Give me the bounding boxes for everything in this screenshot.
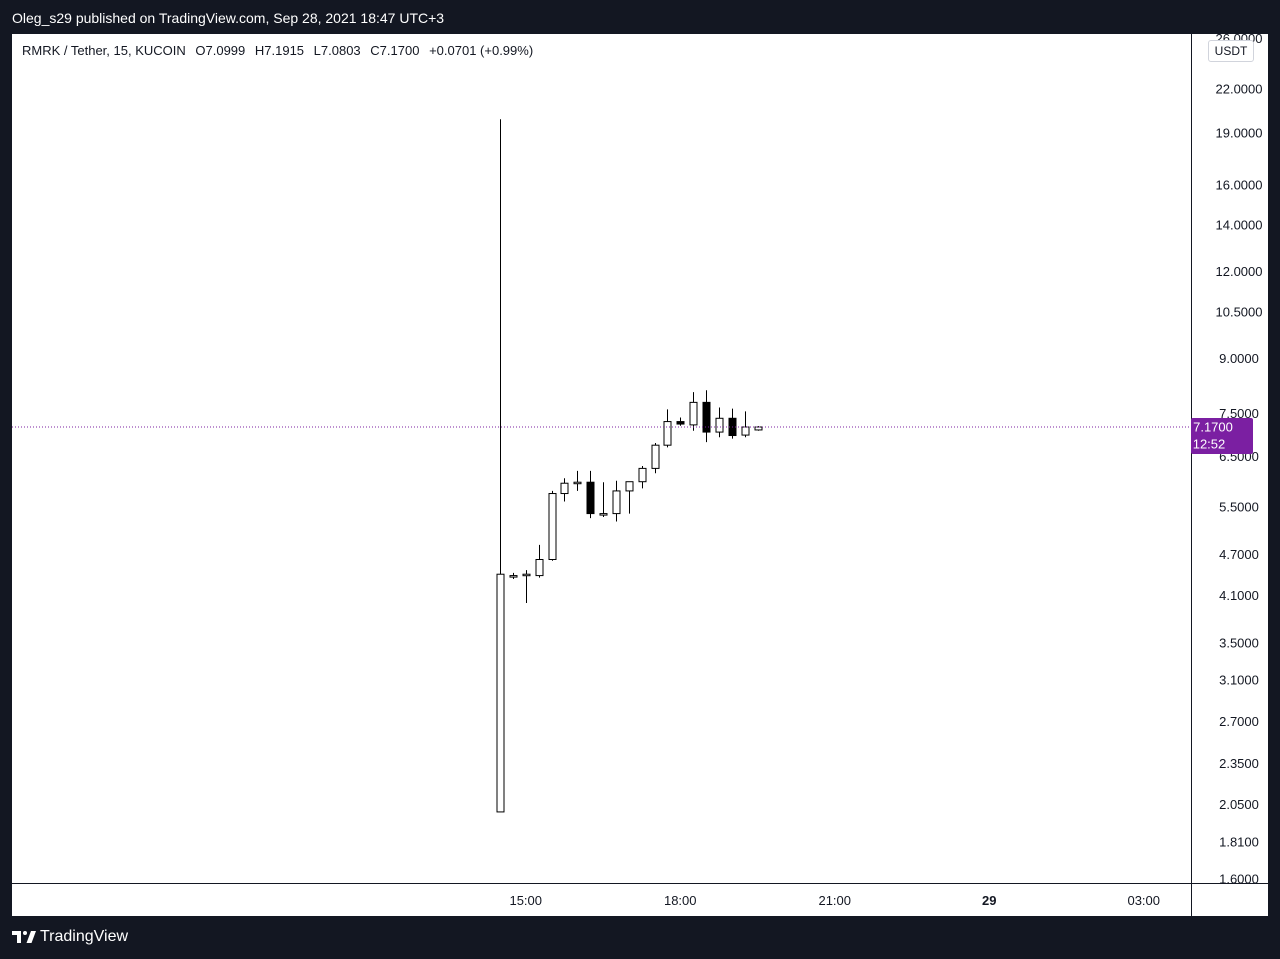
- candle-body: [535, 559, 544, 577]
- time-tick-label: 21:00: [818, 893, 851, 908]
- price-tick-label: 3.1000: [1219, 672, 1259, 687]
- symbol-name[interactable]: RMRK / Tether, 15, KUCOIN: [22, 43, 186, 58]
- candle-body: [741, 426, 750, 436]
- candle-body: [548, 493, 557, 561]
- candle-body: [586, 481, 595, 515]
- price-tick-label: 5.5000: [1219, 499, 1259, 514]
- candle: [728, 408, 737, 439]
- price-tick-label: 2.7000: [1219, 714, 1259, 729]
- candle-body: [663, 421, 672, 446]
- price-tick-label: 19.0000: [1216, 126, 1263, 141]
- symbol-legend: RMRK / Tether, 15, KUCOIN O7.0999 H7.191…: [22, 43, 539, 58]
- change-value: +0.0701 (+0.99%): [429, 43, 534, 58]
- price-tick-label: 1.8100: [1219, 835, 1259, 850]
- chart-area[interactable]: 26.000022.000019.000016.000014.000012.00…: [12, 34, 1268, 916]
- price-tick-label: 10.5000: [1216, 304, 1263, 319]
- candle: [586, 470, 595, 519]
- price-tick-label: 4.1000: [1219, 588, 1259, 603]
- candle-body: [509, 575, 518, 578]
- footer: TradingView: [0, 916, 1280, 959]
- candle-body: [651, 444, 660, 469]
- candle: [560, 478, 569, 502]
- candle-body: [625, 481, 634, 492]
- bar-countdown: 12:52: [1193, 436, 1226, 451]
- candle: [548, 490, 557, 561]
- candle: [509, 572, 518, 580]
- candle: [638, 465, 647, 489]
- candle: [496, 119, 505, 813]
- last-price-label-bg: [1191, 417, 1253, 454]
- candle-body: [496, 573, 505, 813]
- candle-body: [754, 426, 763, 431]
- last-price-marker: 7.1700 12:52: [12, 417, 1253, 454]
- candle: [702, 390, 711, 443]
- price-tick-label: 16.0000: [1216, 177, 1263, 192]
- price-tick-label: 7.5000: [1219, 406, 1259, 421]
- candle: [625, 481, 634, 514]
- candle-body: [612, 490, 621, 515]
- candle: [715, 407, 724, 438]
- candle: [535, 544, 544, 578]
- candle: [612, 480, 621, 522]
- price-tick-label: 2.3500: [1219, 756, 1259, 771]
- plot-layer: [496, 119, 763, 813]
- candle: [754, 426, 763, 431]
- top-bar: Oleg_s29 published on TradingView.com, S…: [0, 0, 1280, 34]
- currency-unit-button[interactable]: USDT: [1208, 40, 1254, 62]
- candlestick-chart[interactable]: 26.000022.000019.000016.000014.000012.00…: [12, 34, 1268, 916]
- candle: [522, 570, 531, 603]
- high-value: H7.1915: [254, 43, 305, 58]
- price-tick-label: 1.6000: [1219, 872, 1259, 887]
- tradingview-logo-icon: [12, 931, 36, 943]
- candle-body: [599, 513, 608, 516]
- price-tick-label: 22.0000: [1216, 81, 1263, 96]
- candle-body: [702, 401, 711, 433]
- low-value: L7.0803: [313, 43, 361, 58]
- candle-body: [715, 417, 724, 433]
- last-price-value: 7.1700: [1193, 419, 1233, 434]
- time-tick-label: 18:00: [664, 893, 697, 908]
- candle: [663, 409, 672, 448]
- candle: [599, 482, 608, 517]
- price-tick-label: 2.0500: [1219, 797, 1259, 812]
- close-value: C7.1700: [370, 43, 420, 58]
- candle-body: [638, 467, 647, 483]
- candle: [676, 417, 685, 426]
- candle-body: [573, 481, 582, 485]
- price-tick-label: 3.5000: [1219, 636, 1259, 651]
- time-tick-label: 15:00: [509, 893, 542, 908]
- candle-body: [689, 401, 698, 426]
- candle: [651, 442, 660, 474]
- open-value: O7.0999: [195, 43, 246, 58]
- price-tick-label: 4.7000: [1219, 547, 1259, 562]
- candle-body: [676, 421, 685, 425]
- candle-body: [522, 573, 531, 577]
- candle: [741, 411, 750, 438]
- price-axis: 26.000022.000019.000016.000014.000012.00…: [1216, 34, 1263, 887]
- brand-label: TradingView: [40, 928, 129, 945]
- time-tick-label: 03:00: [1127, 893, 1160, 908]
- candle: [573, 470, 582, 491]
- time-tick-label: 29: [982, 893, 996, 908]
- price-tick-label: 12.0000: [1216, 264, 1263, 279]
- tradingview-brand[interactable]: TradingView: [12, 928, 128, 946]
- candle-body: [560, 482, 569, 495]
- candle: [689, 392, 698, 431]
- published-text: Oleg_s29 published on TradingView.com, S…: [12, 10, 445, 26]
- price-tick-label: 14.0000: [1216, 218, 1263, 233]
- time-axis: 15:00 18:00 21:00 29 03:00: [509, 893, 1160, 908]
- price-tick-label: 9.0000: [1219, 351, 1259, 366]
